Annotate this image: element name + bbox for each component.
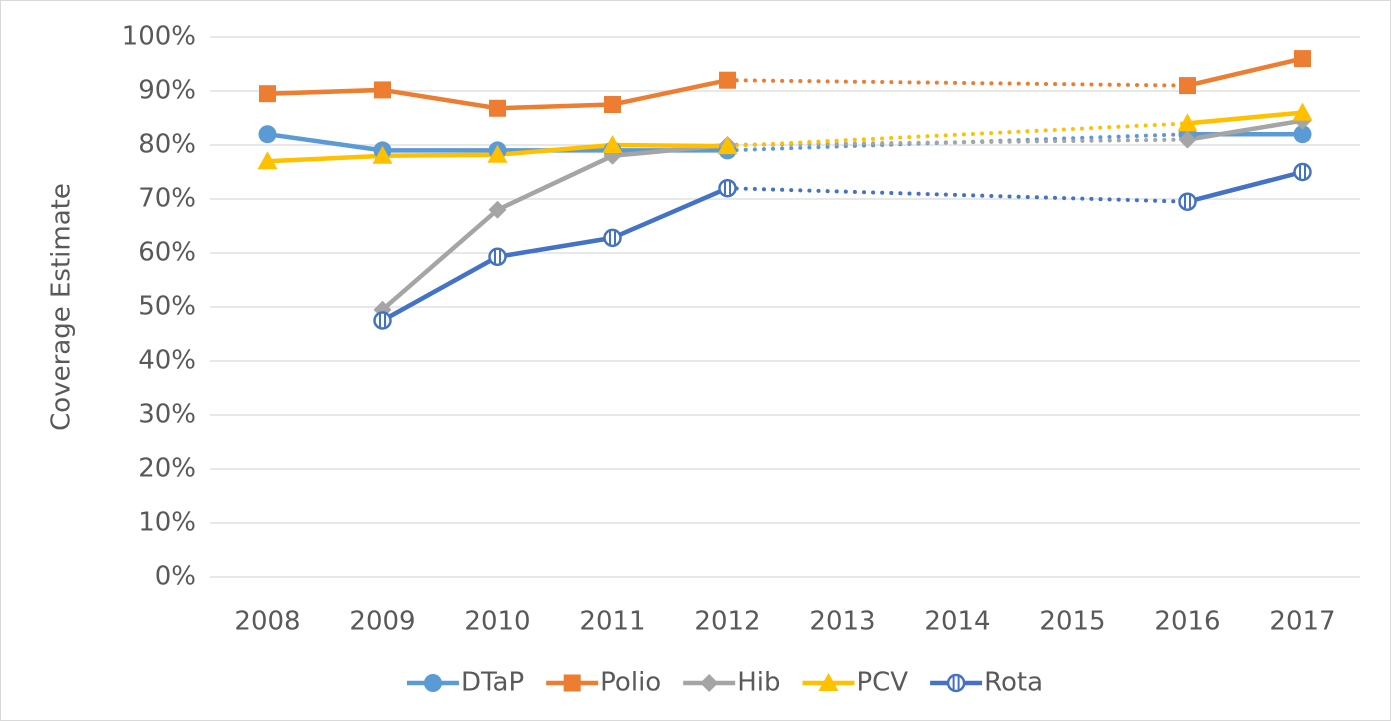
marker: [1178, 130, 1197, 149]
y-tick-label: 70%: [138, 184, 196, 214]
gap-connector: [725, 132, 1190, 153]
marker-shape: [487, 144, 508, 163]
gap-connector: [725, 78, 1190, 88]
legend-item: Hib: [683, 668, 780, 698]
marker: [258, 125, 277, 144]
marker: [1179, 77, 1196, 95]
marker: [602, 135, 623, 153]
marker: [259, 85, 276, 103]
marker: [1294, 50, 1311, 68]
legend: DTaP Polio Hib PCV Rota: [406, 668, 1043, 698]
marker: [488, 247, 507, 267]
y-tick-label: 90%: [138, 76, 196, 106]
marker-shape: [700, 674, 719, 692]
marker: [488, 200, 507, 219]
marker: [563, 674, 581, 692]
marker: [374, 81, 391, 99]
marker: [718, 178, 737, 198]
marker-shape: [603, 228, 622, 248]
marker-shape: [372, 145, 393, 164]
marker: [1178, 192, 1197, 211]
marker-shape: [259, 85, 276, 103]
marker-shape: [1177, 113, 1198, 132]
series-line: [381, 169, 1304, 323]
marker-shape: [719, 71, 736, 89]
marker: [946, 673, 966, 693]
marker-shape: [717, 136, 738, 155]
marker: [257, 151, 278, 170]
legend-item: PCV: [802, 668, 908, 698]
y-tick-label: 0%: [155, 562, 196, 592]
y-tick-label: 40%: [138, 346, 196, 376]
marker-shape: [257, 151, 278, 170]
gap-connector: [725, 186, 1190, 204]
marker-shape: [1293, 125, 1312, 144]
legend-label: PCV: [856, 668, 908, 698]
marker: [487, 144, 508, 163]
marker-shape: [1292, 102, 1313, 121]
marker: [700, 674, 719, 692]
y-tick-label: 80%: [138, 130, 196, 160]
legend-item: DTaP: [406, 668, 524, 698]
marker: [372, 145, 393, 164]
x-tick-label: 2009: [349, 607, 415, 637]
x-tick-label: 2015: [1039, 607, 1105, 637]
x-tick-label: 2016: [1154, 607, 1220, 637]
marker-shape: [818, 673, 839, 691]
marker: [373, 311, 392, 330]
marker-shape: [1293, 162, 1312, 182]
legend-item: Polio: [546, 668, 661, 698]
marker: [1293, 125, 1312, 144]
marker: [1292, 102, 1313, 121]
legend-label: DTaP: [461, 668, 524, 698]
x-tick-label: 2014: [924, 607, 990, 637]
marker-shape: [258, 125, 277, 144]
marker-shape: [718, 178, 737, 198]
x-tick-label: 2017: [1269, 607, 1335, 637]
y-tick-label: 10%: [138, 508, 196, 538]
marker: [818, 673, 839, 691]
x-tick-label: 2010: [464, 607, 530, 637]
marker: [489, 99, 506, 117]
marker-shape: [604, 96, 621, 113]
gap-connector: [725, 137, 1190, 147]
marker-shape: [489, 99, 506, 117]
marker: [423, 674, 442, 692]
marker: [719, 71, 736, 89]
marker-shape: [1178, 192, 1197, 211]
y-tick-label: 30%: [138, 400, 196, 430]
marker-shape: [488, 247, 507, 267]
y-tick-label: 100%: [122, 22, 196, 52]
marker-shape: [602, 135, 623, 153]
marker: [603, 228, 622, 248]
marker-shape: [1294, 50, 1311, 68]
marker: [717, 136, 738, 155]
legend-label: Rota: [984, 668, 1043, 698]
marker-shape: [563, 674, 581, 692]
y-tick-label: 60%: [138, 238, 196, 268]
y-axis-label: Coverage Estimate: [47, 183, 77, 431]
legend-item: Rota: [930, 668, 1043, 698]
legend-label: Hib: [737, 668, 780, 698]
marker-shape: [1179, 77, 1196, 95]
marker: [604, 96, 621, 113]
marker-shape: [373, 311, 392, 330]
x-tick-label: 2013: [809, 607, 875, 637]
marker-shape: [374, 81, 391, 99]
x-tick-label: 2011: [579, 607, 645, 637]
legend-label: Polio: [600, 668, 661, 698]
y-tick-label: 20%: [138, 454, 196, 484]
marker-shape: [946, 673, 966, 693]
marker: [1177, 113, 1198, 132]
series-line: [381, 118, 1303, 312]
y-tick-label: 50%: [138, 292, 196, 322]
marker-shape: [1178, 130, 1197, 149]
gap-connector: [725, 121, 1190, 149]
x-tick-label: 2008: [234, 607, 300, 637]
marker-shape: [488, 200, 507, 219]
x-tick-label: 2012: [694, 607, 760, 637]
marker-shape: [423, 674, 442, 692]
marker: [1293, 162, 1312, 182]
